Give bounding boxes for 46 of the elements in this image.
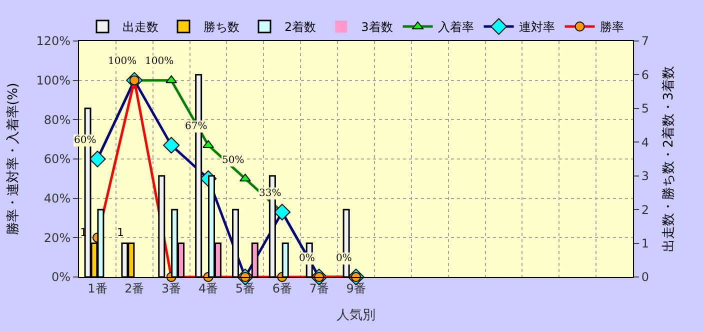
x-tick-label: 2番 (124, 281, 144, 296)
y-tick-label: 20% (44, 230, 71, 245)
y-axis-title: 勝率・連対率・入着率(%) (5, 82, 22, 236)
y2-tick-label: 3 (641, 169, 650, 184)
y2-axis-title: 出走数・勝ち数・2着数・3着数 (660, 66, 677, 252)
data-label: 50% (222, 155, 244, 166)
legend-label: 出走数 (122, 20, 158, 34)
x-tick-label: 6番 (272, 281, 292, 296)
data-label: 0% (336, 253, 352, 264)
point (166, 75, 178, 84)
y2-tick-label: 6 (641, 68, 650, 82)
legend-label: 3着数 (361, 20, 393, 34)
data-label: 100% (108, 56, 137, 67)
legend-label: 連対率 (518, 20, 555, 34)
y-tick-label: 80% (44, 112, 71, 127)
x-tick-label: 1番 (88, 281, 108, 296)
y-tick-label: 40% (44, 192, 71, 206)
y2-tick-label: 7 (641, 34, 650, 48)
y2-tick-label: 1 (641, 236, 650, 250)
x-tick-label: 7番 (309, 281, 329, 296)
legend-label: 入着率 (438, 20, 474, 34)
x-tick-label: 9番 (346, 281, 366, 296)
data-label: 33% (259, 188, 282, 199)
y2-tick-label: 5 (641, 102, 650, 116)
y-tick-label: 120% (36, 34, 71, 48)
x-tick-label: 4番 (198, 281, 218, 296)
point (274, 204, 290, 220)
legend-label: 勝ち数 (204, 20, 240, 34)
y-tick-label: 100% (36, 74, 71, 88)
point (89, 150, 106, 168)
data-label: 1 (117, 226, 124, 239)
point (163, 136, 180, 154)
x-axis-title: 人気別 (336, 308, 376, 323)
legend-label: 2着数 (284, 20, 316, 34)
y2-tick-label: 4 (641, 135, 650, 150)
data-label: 0% (299, 253, 315, 264)
legend-label: 勝率 (600, 20, 624, 34)
data-label: 60% (74, 135, 96, 146)
y-tick-label: 60% (44, 152, 71, 166)
y-tick-label: 0% (52, 270, 71, 284)
data-label: 67% (185, 121, 208, 132)
x-tick-label: 3番 (162, 281, 182, 296)
y2-tick-label: 0 (641, 270, 650, 284)
y2-tick-label: 2 (641, 202, 650, 217)
x-tick-label: 5番 (235, 281, 256, 296)
data-label: 100% (145, 56, 174, 67)
